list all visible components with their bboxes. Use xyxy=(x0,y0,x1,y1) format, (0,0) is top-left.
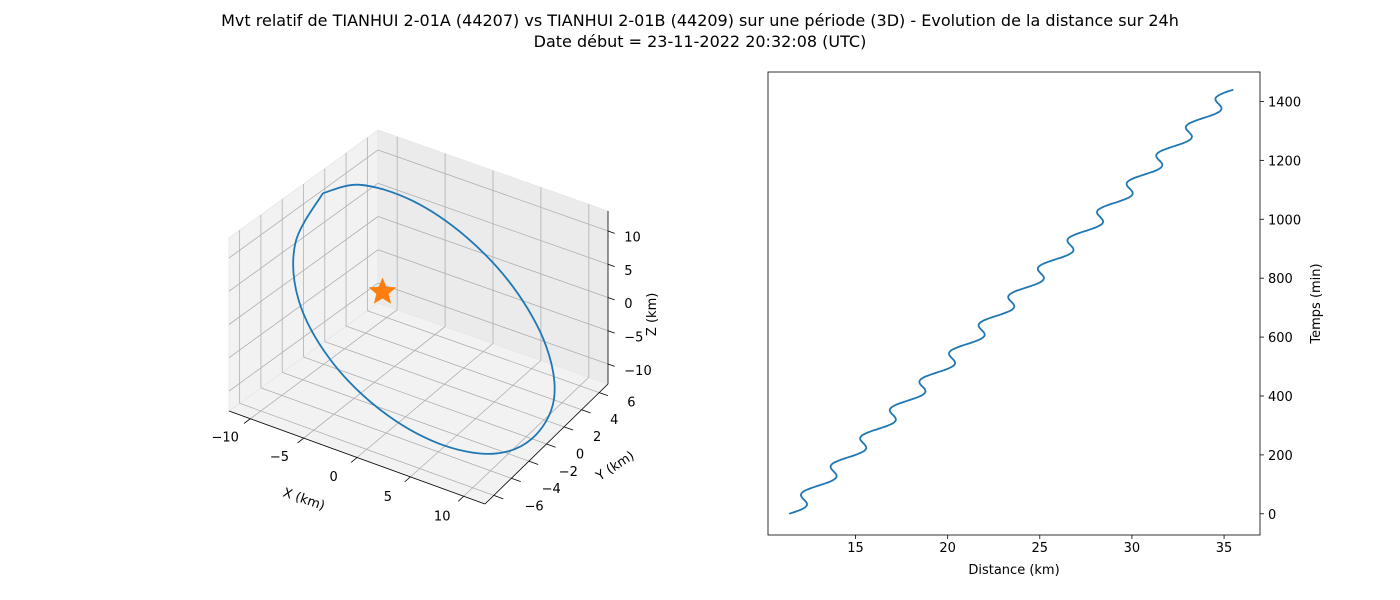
x-tick xyxy=(243,418,251,424)
y-tick-label: −2 xyxy=(559,465,578,480)
y-tick xyxy=(511,477,521,483)
grid-y-floor xyxy=(260,387,512,479)
trajectory-line xyxy=(292,183,556,455)
grid-y-floor xyxy=(345,325,582,411)
z-tick-label: 5 xyxy=(624,264,632,279)
grid-y-floor xyxy=(239,402,494,496)
y-tick xyxy=(599,392,609,397)
grid-z-back xyxy=(377,216,609,298)
x-tick xyxy=(404,476,411,483)
x-tick-label: 5 xyxy=(384,490,392,505)
grid-z-left xyxy=(228,282,379,392)
grid-y-floor xyxy=(303,356,547,445)
x-axis-label: Distance (km) xyxy=(968,563,1059,578)
grid-z-back xyxy=(377,249,609,332)
y-axis-label: Y (km) xyxy=(593,449,638,485)
grid-z-back xyxy=(377,182,609,265)
x-tick-label: 30 xyxy=(1124,541,1141,556)
y-tick-label: 1200 xyxy=(1268,154,1301,169)
x-tick-label: 25 xyxy=(1032,541,1049,556)
y-tick-label: 0 xyxy=(1268,508,1276,523)
z-tick xyxy=(607,330,615,334)
x-tick-label: −10 xyxy=(211,430,238,445)
y-axis-label: Temps (min) xyxy=(1309,263,1324,344)
y-tick-label: 2 xyxy=(593,430,601,445)
grid-z-left xyxy=(228,249,379,359)
z-tick-label: −5 xyxy=(624,331,643,346)
x-tick xyxy=(458,495,464,502)
figure-title: Mvt relatif de TIANHUI 2-01A (44207) vs … xyxy=(0,10,1400,52)
grid-z-back xyxy=(377,282,609,365)
y-tick-label: 0 xyxy=(576,448,584,463)
x-tick-label: 35 xyxy=(1216,541,1233,556)
x-tick xyxy=(350,457,358,463)
title-line-2: Date début = 23-11-2022 20:32:08 (UTC) xyxy=(533,32,867,51)
z-axis-label: Z (km) xyxy=(645,293,660,336)
y-tick xyxy=(546,443,556,448)
y-tick-label: 1000 xyxy=(1268,213,1301,228)
z-tick xyxy=(607,363,615,367)
y-tick-label: 800 xyxy=(1268,272,1293,287)
title-line-1: Mvt relatif de TIANHUI 2-01A (44207) vs … xyxy=(221,11,1179,30)
z-tick xyxy=(607,230,615,234)
grid-y-floor xyxy=(324,341,565,428)
z-tick-label: 0 xyxy=(624,297,632,312)
y-tick-label: −6 xyxy=(524,500,543,515)
grid-z-left xyxy=(228,216,379,325)
y-tick-label: 200 xyxy=(1268,449,1293,464)
z-tick xyxy=(607,297,615,301)
y-tick-label: 600 xyxy=(1268,331,1293,346)
x-axis-label: X (km) xyxy=(281,486,327,514)
grid-z-left xyxy=(228,182,379,292)
z-tick-label: −10 xyxy=(624,364,651,379)
x-tick xyxy=(297,437,304,444)
distance-line xyxy=(788,88,1234,515)
z-tick xyxy=(607,263,615,267)
distance-time-chart: 15 20 25 30 35 0 200 400 600 800 1000 1200 1400 Dista… xyxy=(767,71,1324,578)
y-tick xyxy=(528,460,539,465)
y-tick xyxy=(493,495,504,500)
x-tick-label: 10 xyxy=(434,510,451,525)
y-tick-label: 1400 xyxy=(1268,95,1301,110)
y-tick-label: 6 xyxy=(627,395,635,410)
grid-y-floor xyxy=(282,372,530,462)
grid-z-left xyxy=(228,149,379,259)
grid-z-back xyxy=(377,149,609,232)
x-tick-label: 15 xyxy=(847,541,864,556)
y-tick-label: 4 xyxy=(610,413,618,428)
grid-y-floor xyxy=(367,310,600,393)
x-tick-label: 20 xyxy=(939,541,956,556)
y-tick-label: −4 xyxy=(542,482,561,497)
star-marker xyxy=(368,277,397,304)
y-tick-label: 400 xyxy=(1268,390,1293,405)
z-tick-label: 10 xyxy=(624,231,641,246)
y-tick xyxy=(563,426,574,431)
x-tick-label: −5 xyxy=(270,450,289,465)
y-tick xyxy=(581,409,591,414)
x-tick-label: 0 xyxy=(330,470,338,485)
